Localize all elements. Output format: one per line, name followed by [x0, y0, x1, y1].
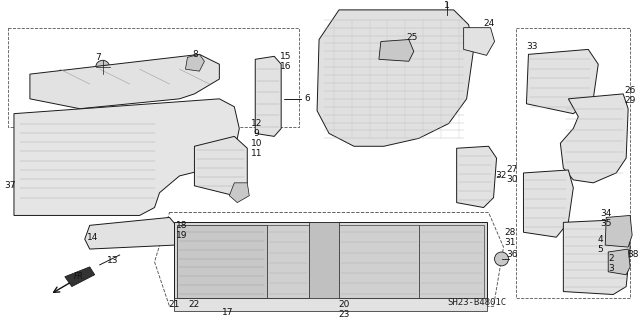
- Circle shape: [96, 60, 109, 74]
- Text: 2: 2: [609, 255, 614, 263]
- Polygon shape: [605, 215, 632, 247]
- Polygon shape: [195, 137, 247, 196]
- Polygon shape: [561, 94, 628, 183]
- Text: 9: 9: [253, 129, 259, 138]
- Text: 32: 32: [495, 171, 506, 181]
- Text: 36: 36: [507, 250, 518, 259]
- Text: 13: 13: [107, 256, 118, 265]
- Text: 16: 16: [280, 62, 292, 71]
- Text: 10: 10: [250, 139, 262, 148]
- Polygon shape: [14, 99, 239, 215]
- Text: 37: 37: [4, 181, 16, 190]
- Text: 17: 17: [221, 308, 233, 317]
- Text: 25: 25: [406, 33, 417, 42]
- Text: 31: 31: [505, 238, 516, 247]
- Text: 27: 27: [507, 166, 518, 174]
- Text: 33: 33: [527, 42, 538, 51]
- Polygon shape: [457, 146, 497, 208]
- Text: 15: 15: [280, 52, 292, 61]
- Polygon shape: [268, 225, 309, 299]
- Text: 5: 5: [597, 245, 603, 254]
- Text: 20: 20: [339, 300, 349, 309]
- Circle shape: [43, 144, 67, 168]
- Text: 19: 19: [176, 231, 188, 240]
- Circle shape: [91, 134, 109, 152]
- Text: 6: 6: [304, 94, 310, 103]
- Text: 22: 22: [189, 300, 200, 309]
- Polygon shape: [608, 249, 630, 275]
- Polygon shape: [175, 222, 486, 301]
- Text: 3: 3: [609, 264, 614, 273]
- Text: 35: 35: [600, 219, 612, 228]
- Text: 28: 28: [505, 228, 516, 237]
- Polygon shape: [309, 222, 339, 301]
- Polygon shape: [463, 28, 495, 55]
- Polygon shape: [339, 225, 419, 299]
- Text: 12: 12: [250, 119, 262, 128]
- Polygon shape: [177, 225, 268, 299]
- Text: SH23-B4801C: SH23-B4801C: [448, 298, 507, 308]
- Text: 34: 34: [600, 209, 612, 218]
- Polygon shape: [379, 40, 414, 61]
- Text: 21: 21: [169, 300, 180, 309]
- Text: 8: 8: [193, 50, 198, 59]
- Circle shape: [14, 178, 30, 194]
- Text: 23: 23: [339, 310, 349, 319]
- Polygon shape: [419, 225, 484, 299]
- Polygon shape: [84, 218, 179, 249]
- Text: 24: 24: [483, 19, 494, 28]
- Circle shape: [138, 156, 152, 170]
- Polygon shape: [524, 170, 573, 237]
- Polygon shape: [186, 54, 204, 71]
- Polygon shape: [255, 56, 281, 137]
- Circle shape: [495, 252, 509, 266]
- Polygon shape: [30, 54, 220, 109]
- Polygon shape: [563, 219, 630, 294]
- Text: 1: 1: [444, 1, 449, 11]
- Text: 38: 38: [627, 250, 639, 259]
- Polygon shape: [527, 49, 598, 114]
- Text: 26: 26: [625, 86, 636, 95]
- Text: 11: 11: [250, 149, 262, 158]
- Polygon shape: [229, 183, 249, 203]
- Polygon shape: [65, 267, 95, 286]
- Text: 7: 7: [95, 53, 100, 62]
- Text: 18: 18: [176, 221, 188, 230]
- Text: 4: 4: [597, 235, 603, 244]
- Text: 30: 30: [507, 175, 518, 184]
- Text: 29: 29: [625, 96, 636, 105]
- Text: 14: 14: [87, 233, 99, 242]
- Polygon shape: [317, 10, 474, 146]
- Polygon shape: [175, 299, 486, 311]
- Text: FR.: FR.: [74, 272, 86, 281]
